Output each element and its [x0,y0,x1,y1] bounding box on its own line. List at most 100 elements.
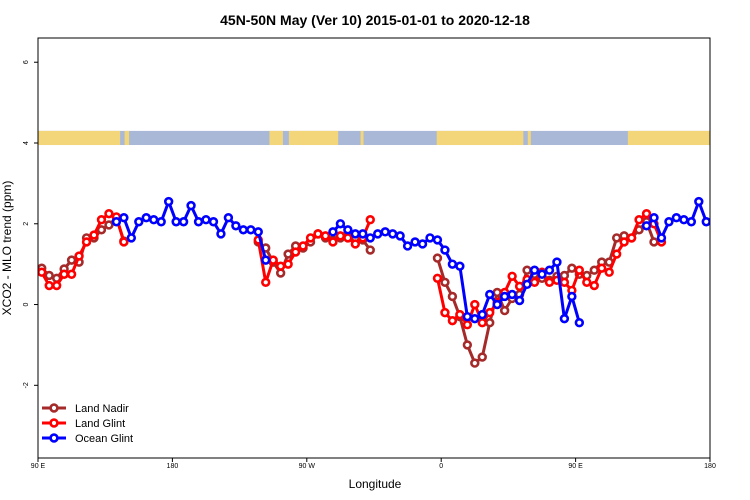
ocean-glint-point [649,213,659,223]
land-glint-point [59,269,69,279]
land-glint-point [641,208,652,219]
land-glint-point [96,215,107,225]
ocean-glint-point [694,196,704,207]
series-layer [38,196,710,368]
land-glint-point [470,299,480,310]
ocean-glint-point [417,239,428,249]
ocean-glint-point [462,311,473,322]
land-glint-point [544,277,555,288]
land-nadir-point [567,263,577,273]
legend-marker-ocean-glint [49,433,59,443]
ocean-glint-point [193,217,204,227]
land-glint-point [81,237,92,247]
land-nadir-point [470,358,480,368]
land-glint-point [261,277,271,288]
chart-title: 45N-50N May (Ver 10) 2015-01-01 to 2020-… [220,12,530,28]
plot-frame [37,37,711,459]
ocean-glint-point [470,313,480,324]
ocean-glint-point [567,291,577,302]
ocean-glint-point [126,233,137,243]
land-glint-point [619,237,629,247]
ocean-glint-point [186,200,196,211]
ocean-glint-point [343,225,353,235]
y-tick-label: -2 [23,382,30,388]
land-nadir-point [283,249,293,259]
y-tick-label: 2 [23,222,30,226]
land-glint-point [305,233,316,243]
land-segment [124,130,130,146]
ocean-glint-point [664,217,674,227]
ocean-glint-point [373,229,383,239]
ocean-glint-point [119,213,129,223]
ocean-glint-point [178,217,189,227]
ocean-glint-point [171,217,181,227]
ocean-glint-point [358,229,368,239]
ocean-glint-point [328,227,338,237]
land-nadir-point [104,220,114,230]
ocean-glint-point [425,233,435,243]
x-tick-label: 180 [704,463,716,470]
land-glint-point [365,215,375,225]
land-glint-point [574,265,585,275]
ocean-glint-point [455,261,465,271]
ocean-glint-point [492,299,502,310]
ocean-glint-point [529,265,540,275]
ocean-glint-point [402,241,413,251]
ocean-glint-point [365,233,375,243]
ocean-glint-point [537,269,547,279]
ocean-glint-point [208,217,219,227]
land-glint-point [589,280,599,291]
land-glint-point [626,233,637,243]
land-glint-point [313,229,323,239]
ocean-glint-point [156,217,166,227]
x-tick-label: 0 [439,463,443,470]
land-glint-point [634,215,644,225]
land-glint-point [350,239,361,249]
land-segment [527,130,531,146]
ocean-glint-point [656,233,667,243]
land-segment [38,130,121,146]
land-nadir-point [66,255,77,265]
ocean-glint-point [686,217,697,227]
ocean-glint-point [134,217,144,227]
ocean-glint-point [410,237,420,247]
ocean-glint-point [395,231,405,241]
land-nadir-point [649,237,659,247]
ocean-glint-point [231,221,241,231]
legend-label-land-nadir: Land Nadir [75,403,129,415]
land-glint-point [440,307,450,318]
x-axis: 90 E 180 90 W 0 90 E 180 [31,458,716,470]
land-glint-point [104,208,114,219]
x-tick-label: 90 W [299,463,316,470]
ocean-glint-point [679,215,689,225]
land-glint-line [256,219,372,284]
landmask-strip [38,130,710,146]
ocean-glint-point [671,213,682,223]
legend-label-land-glint: Land Glint [75,418,125,430]
land-segment [269,130,283,146]
land-glint-point [335,231,346,241]
land-glint-point [38,267,47,277]
land-glint-point [559,277,570,288]
y-tick-label: 4 [23,141,30,145]
ocean-glint-point [522,279,532,290]
ocean-glint-point [552,257,562,267]
land-glint-point [283,259,293,269]
land-glint-point [455,309,465,320]
land-glint-point [477,318,487,328]
y-axis: -2 0 2 4 6 [23,60,38,388]
land-segment [288,130,339,146]
land-glint-point [343,233,353,243]
ocean-glint-point [141,213,151,223]
land-glint-point [604,267,614,277]
x-axis-label: Longitude [349,477,402,491]
ocean-glint-point [253,227,263,237]
legend: Land Nadir Land Glint Ocean Glint [42,403,133,445]
ocean-glint-point [163,196,174,207]
land-glint-point [462,320,473,330]
land-nadir-point [440,277,450,288]
ocean-band [38,130,710,146]
land-nadir-point [365,245,375,255]
ocean-glint-point [641,221,652,231]
